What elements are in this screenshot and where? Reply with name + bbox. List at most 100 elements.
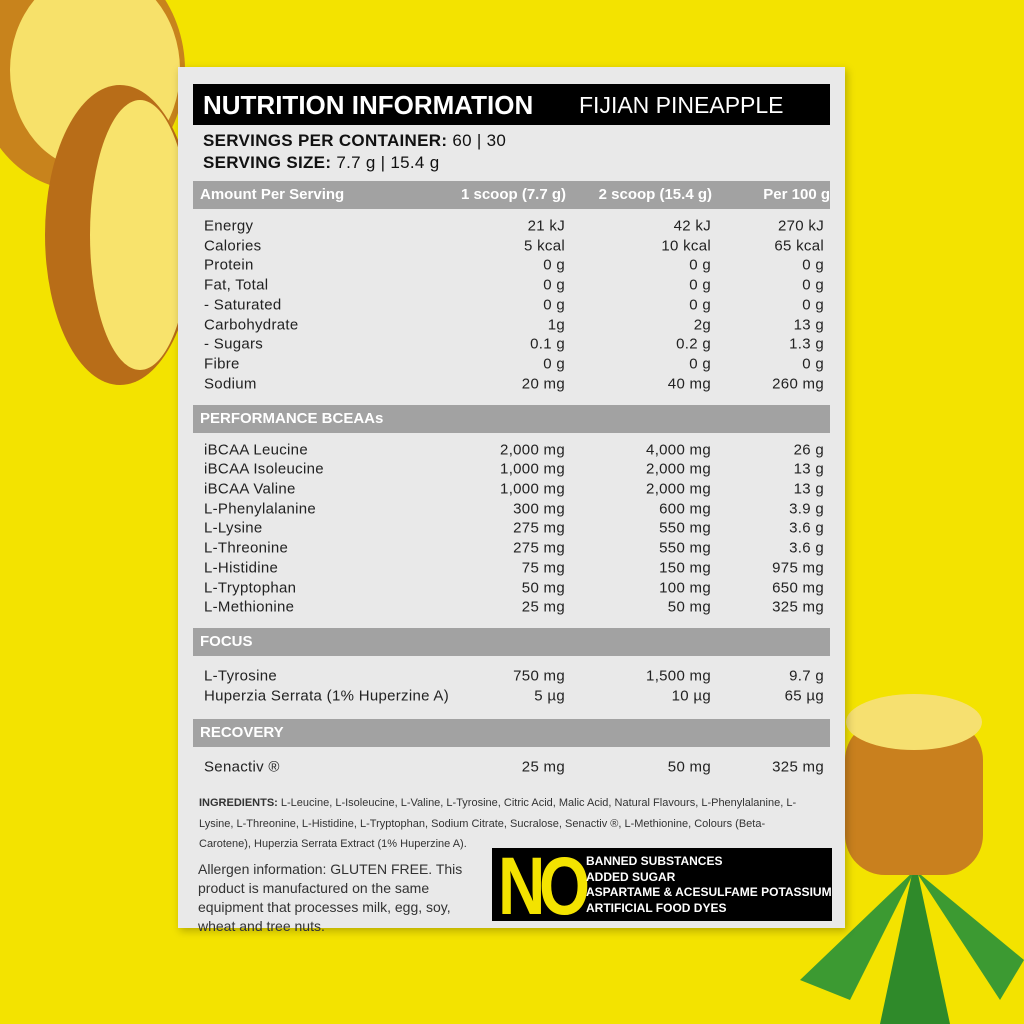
row-value: 0 g	[802, 276, 824, 294]
row-value: 100 mg	[659, 579, 711, 596]
row-value: 150 mg	[659, 559, 711, 577]
row-label: Fibre	[204, 355, 240, 373]
column-header: Amount Per Serving	[200, 186, 345, 203]
row-value: 9.7 g	[789, 667, 824, 685]
row-value: 10 µg	[671, 687, 711, 705]
row-label: L-Tryptophan	[204, 579, 297, 596]
row-value: 0 g	[543, 256, 565, 274]
row-value: 1,000 mg	[500, 480, 565, 498]
row-value: 5 kcal	[524, 237, 565, 255]
row-value: 325 mg	[772, 598, 824, 616]
no-item: ARTIFICIAL FOOD DYES	[586, 900, 727, 915]
row-value: 10 kcal	[661, 237, 711, 255]
row-label: Carbohydrate	[204, 316, 299, 333]
row-value: 2g	[693, 316, 711, 333]
pineapple-leaves	[915, 870, 1024, 1000]
allergen-info: Allergen information: GLUTEN FREE. This …	[198, 861, 463, 934]
row-value: 550 mg	[659, 539, 711, 557]
row-value: 13 g	[793, 480, 824, 498]
row-value: 0 g	[543, 296, 565, 314]
row-value: 40 mg	[667, 375, 711, 393]
table-header: Amount Per Serving 1 scoop (7.7 g) 2 scoop…	[193, 181, 830, 209]
serving-size-line: SERVING SIZE: 7.7 g | 15.4 g	[203, 153, 439, 173]
column-header: 2 scoop (15.4 g)	[598, 186, 712, 203]
row-value: 20 mg	[521, 375, 565, 393]
row-value: 0 g	[802, 296, 824, 314]
row-value: 0.2 g	[676, 335, 711, 353]
row-value: 50 mg	[521, 579, 565, 596]
column-header: Per 100 g	[763, 186, 830, 203]
title-bar: NUTRITION INFORMATION FIJIAN PINEAPPLE	[193, 84, 830, 125]
section-title: PERFORMANCE BCEAAs	[200, 409, 384, 427]
row-value: 975 mg	[772, 559, 824, 577]
row-label: iBCAA Valine	[204, 480, 296, 498]
row-value: 21 kJ	[527, 217, 565, 235]
pineapple-leaves	[800, 870, 915, 1000]
no-item: ASPARTAME & ACESULFAME POTASSIUM	[586, 885, 832, 899]
ingredients-text: L-Leucine, L-Isoleucine, L-Valine, L-Tyr…	[199, 797, 797, 850]
servings-label: SERVINGS PER CONTAINER:	[203, 131, 448, 150]
row-label: L-Tyrosine	[204, 667, 278, 685]
no-word: NO	[498, 841, 590, 932]
row-label: L-Histidine	[204, 559, 279, 577]
row-value: 65 kcal	[774, 237, 824, 255]
row-value: 0.1 g	[530, 335, 565, 353]
row-value: 3.6 g	[789, 519, 824, 537]
row-value: 1.3 g	[789, 335, 824, 353]
column-header: 1 scoop (7.7 g)	[460, 186, 566, 203]
row-value: 26 g	[793, 441, 824, 459]
row-value: 0 g	[689, 355, 711, 373]
row-value: 13 g	[793, 316, 824, 333]
title: NUTRITION INFORMATION	[203, 90, 534, 120]
no-badge: NO BANNED SUBSTANCES ADDED SUGAR ASPARTAME…	[492, 841, 832, 932]
row-value: 3.6 g	[789, 539, 824, 557]
section-header: PERFORMANCE BCEAAs	[193, 404, 830, 433]
row-label: iBCAA Isoleucine	[204, 460, 324, 478]
row-value: 50 mg	[667, 758, 711, 776]
row-label: - Sugars	[204, 335, 264, 353]
row-value: 50 mg	[667, 598, 711, 616]
row-label: Sodium	[204, 375, 257, 393]
row-label: L-Lysine	[204, 519, 263, 537]
pineapple-leaves	[880, 860, 950, 1024]
no-item: ADDED SUGAR	[586, 869, 676, 884]
row-value: 275 mg	[513, 539, 565, 557]
row-value: 300 mg	[513, 500, 565, 518]
row-label: Huperzia Serrata (1% Huperzine A)	[204, 687, 450, 705]
row-value: 65 µg	[784, 687, 824, 705]
row-value: 1,000 mg	[500, 460, 565, 478]
row-value: 325 mg	[772, 758, 824, 776]
row-value: 0 g	[802, 256, 824, 274]
row-value: 4,000 mg	[646, 441, 711, 459]
section-title: FOCUS	[200, 633, 253, 651]
row-value: 2,000 mg	[646, 480, 711, 498]
servings-line: SERVINGS PER CONTAINER: 60 | 30	[203, 131, 506, 151]
row-value: 42 kJ	[673, 217, 711, 235]
row-label: iBCAA Leucine	[204, 441, 308, 459]
nutrition-panel: NUTRITION INFORMATION FIJIAN PINEAPPLE S…	[178, 67, 845, 934]
row-value: 0 g	[689, 296, 711, 314]
row-value: 600 mg	[659, 500, 711, 518]
section-title: RECOVERY	[200, 723, 284, 741]
row-value: 25 mg	[521, 758, 565, 776]
row-label: L-Phenylalanine	[204, 500, 317, 518]
flavor: FIJIAN PINEAPPLE	[579, 92, 784, 118]
row-value: 550 mg	[659, 519, 711, 537]
row-value: 275 mg	[513, 519, 565, 537]
row-value: 5 µg	[534, 687, 565, 705]
row-label: L-Threonine	[204, 539, 289, 557]
row-value: 260 mg	[772, 375, 824, 393]
row-value: 25 mg	[521, 598, 565, 616]
no-item: BANNED SUBSTANCES	[586, 854, 723, 868]
row-value: 1,500 mg	[646, 667, 711, 685]
row-value: 75 mg	[521, 559, 565, 577]
row-label: L-Methionine	[204, 598, 295, 616]
row-label: - Saturated	[204, 296, 282, 314]
row-label: Energy	[204, 217, 254, 235]
row-value: 2,000 mg	[646, 460, 711, 478]
serving-size-label: SERVING SIZE:	[203, 153, 332, 172]
pineapple-top	[846, 694, 982, 750]
row-value: 3.9 g	[789, 500, 824, 518]
